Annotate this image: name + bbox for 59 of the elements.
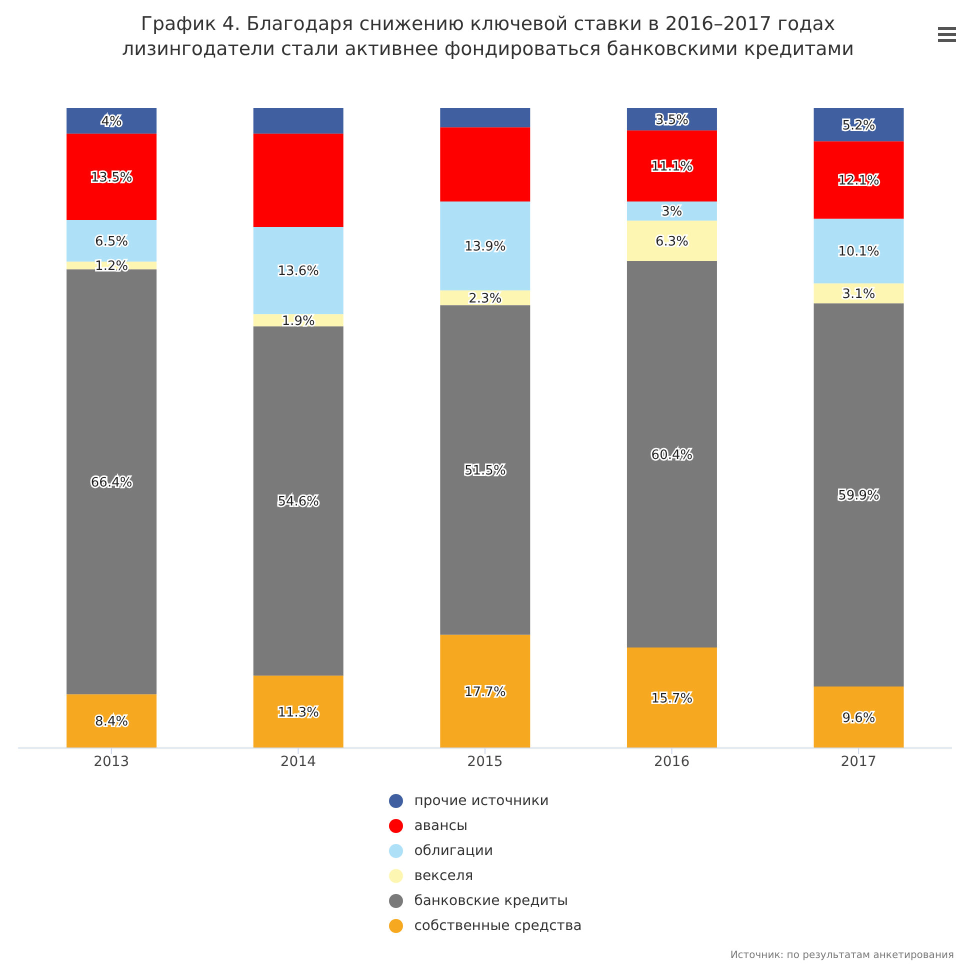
- data-label: 9.6%: [842, 710, 876, 726]
- data-label: 60.4%: [651, 448, 693, 463]
- bar: [626, 220, 717, 261]
- bar: [814, 303, 904, 687]
- bar: [440, 305, 530, 635]
- bar: [626, 260, 717, 648]
- bar: [814, 218, 904, 284]
- legend-label: собственные средства: [414, 918, 582, 934]
- data-label: 3%: [662, 204, 682, 220]
- bar: [626, 648, 717, 748]
- data-label: 8.4%: [95, 714, 128, 730]
- legend-label: авансы: [414, 818, 468, 834]
- legend-label: банковские кредиты: [414, 892, 568, 908]
- data-label: 54.6%: [278, 494, 320, 510]
- bar: [66, 134, 157, 220]
- data-label: 12.1%: [838, 174, 880, 189]
- bar: [814, 141, 904, 219]
- data-label: 11.1%: [651, 160, 693, 175]
- x-tick-label: 2014: [280, 754, 316, 770]
- x-tick-label: 2016: [654, 754, 690, 770]
- bar: [253, 326, 344, 676]
- bar: [253, 108, 344, 134]
- data-label: 4%: [101, 114, 122, 130]
- data-label: 59.9%: [838, 488, 880, 504]
- x-tick-label: 2013: [94, 754, 130, 770]
- data-label: 1.9%: [282, 314, 315, 329]
- bar: [626, 130, 717, 202]
- data-label: 17.7%: [464, 684, 506, 700]
- data-label: 3.5%: [655, 112, 688, 128]
- x-tick-label: 2017: [840, 754, 876, 770]
- legend-label: облигации: [414, 842, 494, 858]
- bar: [253, 676, 344, 748]
- data-label: 15.7%: [651, 691, 693, 706]
- bar: [440, 127, 530, 202]
- text: Источник: по результатам анкетирования: [730, 950, 954, 961]
- data-label: 13.9%: [464, 240, 506, 255]
- data-label: 13.6%: [278, 264, 320, 280]
- legend-label: прочие источники: [414, 792, 549, 808]
- bar: [66, 694, 157, 748]
- bar: [253, 134, 344, 228]
- data-label: 6.3%: [655, 234, 688, 250]
- legend-label: векселя: [414, 868, 474, 884]
- data-label: 6.5%: [95, 234, 128, 250]
- bar: [253, 227, 344, 314]
- data-label: 3.1%: [842, 286, 876, 302]
- data-label: 5.2%: [842, 118, 876, 134]
- data-label: 66.4%: [90, 475, 132, 490]
- data-label: 13.5%: [90, 170, 132, 186]
- bar: [440, 634, 530, 748]
- data-label: 51.5%: [464, 464, 506, 479]
- bar: [66, 269, 157, 694]
- x-tick-label: 2015: [467, 754, 503, 770]
- bar: [814, 686, 904, 748]
- chart-title: График 4. Благодаря снижению ключевой ставки в 2016–2017 годах лизингодатели стали активнее фондироваться банковскими кредитами: [121, 12, 855, 62]
- bar: [440, 201, 530, 290]
- data-label: 10.1%: [838, 244, 880, 260]
- data-label: 11.3%: [278, 705, 320, 720]
- bar: [440, 108, 530, 128]
- data-label: 2.3%: [468, 291, 502, 306]
